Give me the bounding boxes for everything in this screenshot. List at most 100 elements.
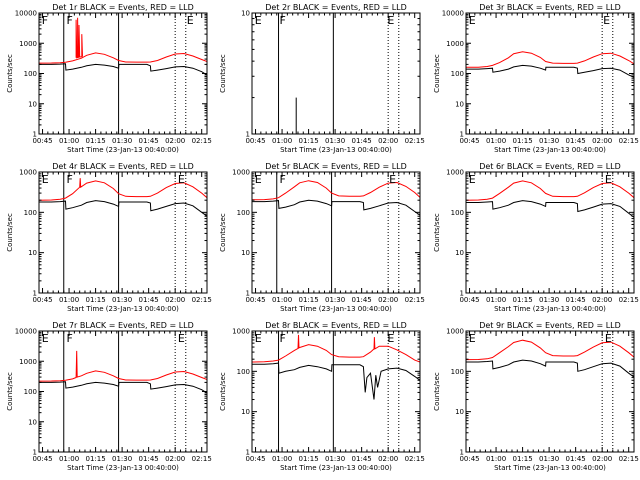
flag-annotation: F [280, 173, 286, 186]
panel-title: Det 2r BLACK = Events, RED = LLD [265, 3, 407, 12]
x-tick-label: 01:45 [352, 137, 372, 145]
y-tick-label: 10 [455, 100, 464, 108]
y-tick-label: 100 [237, 368, 250, 376]
x-axis-label: Start Time (23-Jan-13 00:40:00) [67, 464, 179, 472]
y-tick-label: 1000 [19, 358, 37, 366]
x-tick-label: 01:45 [139, 455, 159, 463]
y-axis-label: Counts/sec [6, 54, 14, 93]
flag-annotation: E [42, 332, 49, 345]
y-tick-label: 1000 [446, 169, 464, 177]
series-line-lld [466, 51, 634, 68]
x-tick-label: 01:00 [59, 296, 79, 304]
series-line-lld [252, 334, 420, 363]
flag-annotation: F [280, 332, 286, 345]
y-tick-label: 100 [237, 209, 250, 217]
y-tick-label: 1000 [446, 328, 464, 336]
flag-annotation: E [255, 332, 262, 345]
y-tick-label: 10 [241, 249, 250, 257]
x-tick-label: 02:00 [165, 296, 185, 304]
flag-annotation: E [389, 173, 396, 186]
y-tick-label: 1000 [19, 169, 37, 177]
x-axis-label: Start Time (23-Jan-13 00:40:00) [67, 305, 179, 313]
x-tick-label: 01:00 [272, 455, 292, 463]
x-tick-label: 02:15 [192, 137, 212, 145]
x-tick-label: 00:45 [459, 455, 479, 463]
x-tick-label: 00:45 [245, 296, 265, 304]
flag-annotation: E [387, 332, 394, 345]
x-tick-label: 02:00 [592, 137, 612, 145]
x-tick-label: 01:30 [325, 137, 345, 145]
panel-title: Det 7r BLACK = Events, RED = LLD [52, 321, 194, 330]
x-axis-label: Start Time (23-Jan-13 00:40:00) [280, 146, 392, 154]
series-line-events [466, 64, 634, 78]
x-tick-label: 00:45 [245, 455, 265, 463]
x-tick-label: 01:30 [112, 296, 132, 304]
y-tick-label: 100 [451, 368, 464, 376]
y-tick-label: 1 [33, 131, 37, 139]
plot-frame [251, 171, 421, 294]
detector-panel-3: Det 3r BLACK = Events, RED = LLD 00:45 01:… [433, 3, 639, 154]
flag-annotation: E [178, 332, 185, 345]
y-axis-label: Counts/sec [6, 372, 14, 411]
x-tick-label: 02:15 [405, 137, 425, 145]
flag-annotation: E [469, 332, 476, 345]
y-tick-label: 10 [28, 418, 37, 426]
y-tick-label: 1 [246, 131, 250, 139]
detector-panel-4: Det 4r BLACK = Events, RED = LLD 00:45 01:… [6, 162, 212, 313]
plot-frame [465, 12, 635, 135]
x-tick-label: 01:45 [139, 296, 159, 304]
series-line-events [39, 200, 207, 217]
panel-title: Det 6r BLACK = Events, RED = LLD [479, 162, 621, 171]
series-line-events [466, 359, 634, 378]
y-tick-label: 100 [451, 209, 464, 217]
flag-annotation: E [469, 173, 476, 186]
x-tick-label: 01:15 [298, 137, 318, 145]
series-line-events [252, 199, 420, 216]
x-tick-label: 02:15 [619, 137, 639, 145]
y-tick-label: 1 [246, 449, 250, 457]
y-tick-label: 1 [33, 449, 37, 457]
flag-annotation: E [187, 14, 194, 27]
flag-annotation: F [67, 173, 73, 186]
flag-annotation: E [605, 332, 612, 345]
x-tick-label: 02:00 [165, 137, 185, 145]
x-tick-label: 02:15 [192, 296, 212, 304]
y-tick-label: 100 [24, 388, 37, 396]
x-axis-label: Start Time (23-Jan-13 00:40:00) [280, 464, 392, 472]
flag-annotation: E [178, 173, 185, 186]
x-tick-label: 01:15 [512, 296, 532, 304]
y-tick-label: 10 [455, 408, 464, 416]
x-tick-label: 01:45 [352, 455, 372, 463]
x-tick-label: 01:45 [566, 455, 586, 463]
flag-annotation: E [255, 173, 262, 186]
x-tick-label: 01:15 [85, 137, 105, 145]
x-tick-label: 01:45 [139, 137, 159, 145]
y-tick-label: 10000 [442, 10, 464, 18]
series-line-lld [252, 180, 420, 201]
x-tick-label: 01:30 [112, 137, 132, 145]
detector-panel-1: Det 1r BLACK = Events, RED = LLD 00:45 01:… [6, 3, 212, 154]
x-tick-label: 02:00 [165, 455, 185, 463]
series-line-lld [39, 178, 207, 201]
detector-panel-9: Det 9r BLACK = Events, RED = LLD 00:45 01:… [433, 321, 639, 472]
series-line-lld [39, 52, 207, 64]
x-tick-label: 00:45 [459, 296, 479, 304]
x-tick-label: 01:30 [539, 296, 559, 304]
x-axis-label: Start Time (23-Jan-13 00:40:00) [67, 146, 179, 154]
x-tick-label: 01:30 [112, 455, 132, 463]
x-tick-label: 01:00 [486, 137, 506, 145]
x-tick-label: 00:45 [245, 137, 265, 145]
x-tick-label: 01:15 [298, 455, 318, 463]
y-tick-label: 1000 [19, 40, 37, 48]
y-tick-label: 10 [28, 249, 37, 257]
y-tick-label: 1000 [232, 328, 250, 336]
x-tick-label: 02:15 [405, 455, 425, 463]
detector-panel-5: Det 5r BLACK = Events, RED = LLD 00:45 01:… [219, 162, 425, 313]
x-tick-label: 01:15 [85, 455, 105, 463]
x-tick-label: 00:45 [32, 455, 52, 463]
plot-frame [38, 171, 208, 294]
flag-annotation: E [603, 14, 610, 27]
x-tick-label: 02:15 [192, 455, 212, 463]
x-axis-label: Start Time (23-Jan-13 00:40:00) [280, 305, 392, 313]
